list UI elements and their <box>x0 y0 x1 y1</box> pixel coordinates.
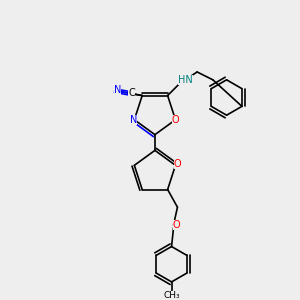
Text: O: O <box>174 159 181 170</box>
Text: C: C <box>128 88 135 98</box>
Text: O: O <box>173 220 180 230</box>
Text: O: O <box>172 115 179 125</box>
Text: N: N <box>114 85 121 94</box>
Text: HN: HN <box>178 75 193 85</box>
Text: N: N <box>130 115 137 125</box>
Text: CH₃: CH₃ <box>163 291 180 300</box>
